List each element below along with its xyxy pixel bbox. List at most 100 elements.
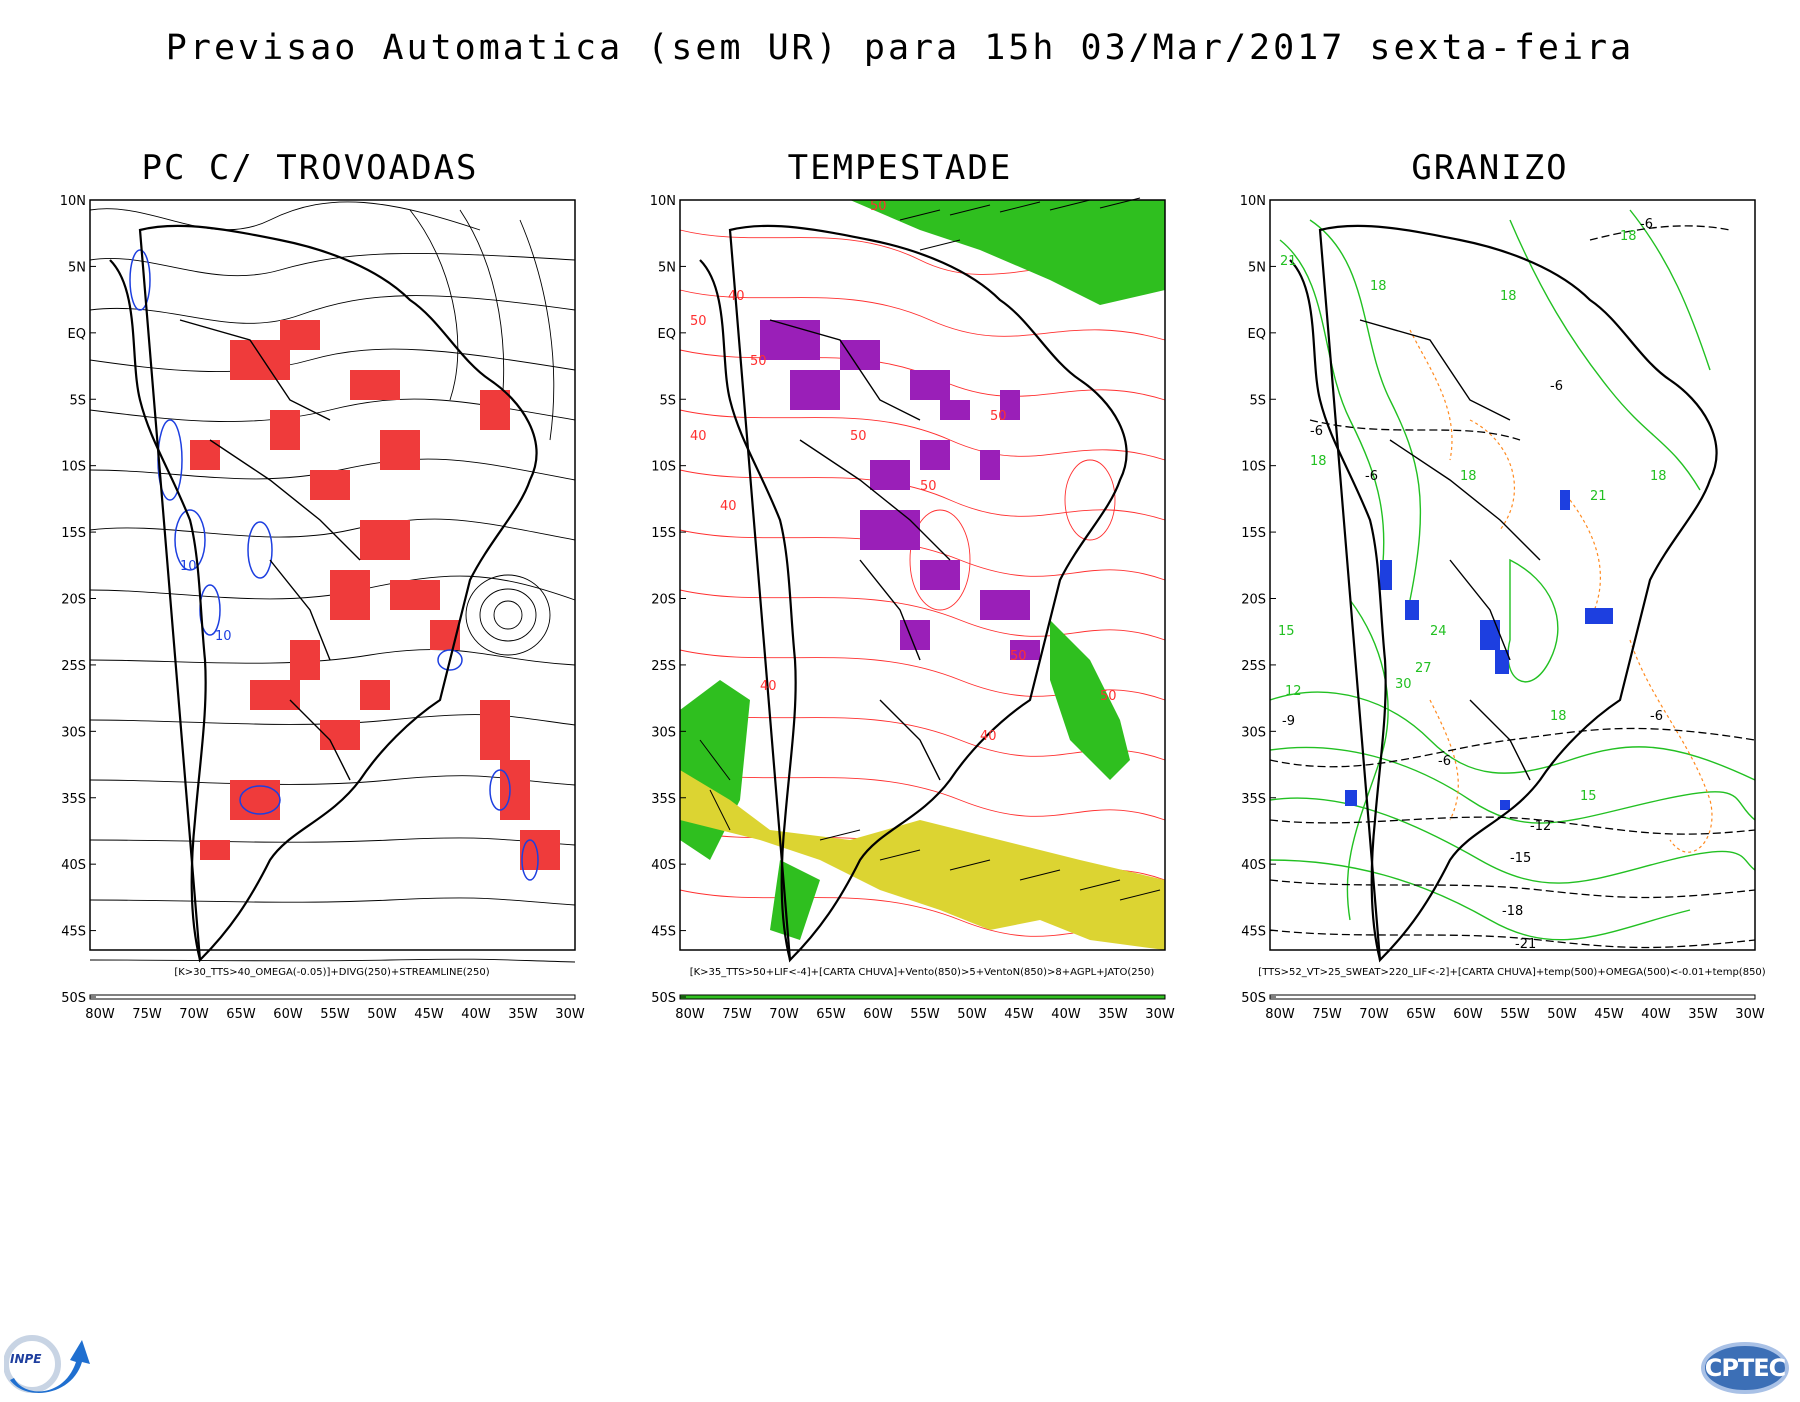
lon-tick-label: 45W bbox=[414, 1007, 444, 1022]
lon-tick-label: 30W bbox=[555, 1007, 585, 1022]
contour-label: -6 bbox=[1365, 469, 1378, 484]
lon-tick-label: 60W bbox=[863, 1007, 893, 1022]
lon-tick-label: 80W bbox=[675, 1007, 705, 1022]
map-frame bbox=[1269, 199, 1756, 951]
cptec-logo: CPTEC bbox=[1700, 1340, 1790, 1395]
lat-tick-label: 5N bbox=[1248, 260, 1266, 275]
coastline bbox=[1289, 224, 1718, 963]
panel-trovoadas: PC C/ TROVOADAS bbox=[30, 140, 590, 1040]
colorbar-strip bbox=[89, 994, 576, 1000]
contour-label: -18 bbox=[1502, 904, 1523, 919]
contour-label: 18 bbox=[1370, 279, 1387, 294]
map-tempestade: 50 40 50 50 40 50 50 40 40 50 50 40 50 [… bbox=[650, 194, 1175, 1022]
lat-tick-label: 10S bbox=[651, 460, 676, 475]
lat-tick-label: 25S bbox=[1241, 659, 1266, 674]
thunderstorm-mask bbox=[190, 320, 560, 870]
panel-tempestade: TEMPESTADE bbox=[620, 140, 1180, 1040]
lat-tick-label: EQ bbox=[658, 327, 676, 342]
lat-tick-label: 10N bbox=[60, 194, 86, 209]
map-granizo: -6 18 21 18 -6 18 -6 18 18 -6 18 21 18 1… bbox=[1240, 194, 1766, 1022]
latitude-axis: 10N 5N EQ 5S 10S 15S 20S 25S 30S 35S 40S 45S 50S bbox=[60, 194, 96, 1006]
lon-tick-label: 65W bbox=[816, 1007, 846, 1022]
granizo-labels: -6 18 21 18 -6 18 -6 18 18 -6 18 21 18 1… bbox=[1278, 217, 1667, 952]
contour-label: 50 bbox=[690, 314, 707, 329]
contour-label: 50 bbox=[750, 354, 767, 369]
contour-label: -15 bbox=[1510, 851, 1531, 866]
lon-tick-label: 65W bbox=[1406, 1007, 1436, 1022]
lat-tick-label: 5S bbox=[69, 393, 86, 408]
contour-label: 21 bbox=[1590, 489, 1607, 504]
contour-label: 50 bbox=[850, 429, 867, 444]
lat-tick-label: 20S bbox=[1241, 593, 1266, 608]
lon-tick-label: 30W bbox=[1145, 1007, 1175, 1022]
divergence-label: 10 bbox=[215, 629, 232, 644]
contour-label: 30 bbox=[1395, 677, 1412, 692]
lat-tick-label: 5N bbox=[68, 260, 86, 275]
contour-label: 12 bbox=[1285, 684, 1302, 699]
lon-tick-label: 75W bbox=[722, 1007, 752, 1022]
lon-tick-label: 55W bbox=[910, 1007, 940, 1022]
lat-tick-label: 50S bbox=[651, 991, 676, 1006]
lat-tick-label: 35S bbox=[61, 792, 86, 807]
contour-label: 50 bbox=[870, 199, 887, 214]
map-frame bbox=[679, 199, 1166, 951]
lat-tick-label: 45S bbox=[1241, 925, 1266, 940]
temp500-contours bbox=[1269, 225, 1756, 949]
colorbar-strip bbox=[679, 994, 1166, 1000]
coastline bbox=[109, 224, 538, 963]
contour-label: 15 bbox=[1580, 789, 1597, 804]
lon-tick-label: 40W bbox=[461, 1007, 491, 1022]
lat-tick-label: 40S bbox=[651, 858, 676, 873]
panel-caption: [TTS>52_VT>25_SWEAT>220_LIF<-2]+[CARTA C… bbox=[1258, 967, 1765, 978]
contour-label: -6 bbox=[1550, 379, 1563, 394]
lon-tick-label: 70W bbox=[1359, 1007, 1389, 1022]
lon-tick-label: 80W bbox=[85, 1007, 115, 1022]
temp850-contours bbox=[1269, 209, 1756, 941]
contour-label: 21 bbox=[1280, 254, 1297, 269]
lat-tick-label: 5S bbox=[1249, 393, 1266, 408]
panel-title-trovoadas: PC C/ TROVOADAS bbox=[141, 148, 479, 188]
panel-title-tempestade: TEMPESTADE bbox=[787, 148, 1013, 188]
lat-tick-label: 30S bbox=[651, 725, 676, 740]
longitude-axis: 80W 75W 70W 65W 60W 55W 50W 45W 40W 35W 30W bbox=[1265, 1007, 1765, 1022]
lat-tick-label: 5S bbox=[659, 393, 676, 408]
lat-tick-label: 5N bbox=[658, 260, 676, 275]
contour-label: 40 bbox=[980, 729, 997, 744]
divergence-contours bbox=[129, 249, 539, 881]
lat-tick-label: 25S bbox=[651, 659, 676, 674]
lon-tick-label: 65W bbox=[226, 1007, 256, 1022]
lon-tick-label: 75W bbox=[132, 1007, 162, 1022]
lon-tick-label: 80W bbox=[1265, 1007, 1295, 1022]
lon-tick-label: 35W bbox=[508, 1007, 538, 1022]
hail-mask bbox=[1345, 490, 1613, 810]
low-level-jet-fill bbox=[680, 770, 1165, 950]
contour-label: 18 bbox=[1620, 229, 1637, 244]
lat-tick-label: 15S bbox=[1241, 526, 1266, 541]
coastline bbox=[699, 224, 1128, 963]
lat-tick-label: 15S bbox=[651, 526, 676, 541]
lat-tick-label: 50S bbox=[61, 991, 86, 1006]
contour-label: -21 bbox=[1515, 937, 1536, 952]
contour-label: 40 bbox=[720, 499, 737, 514]
wind-contours bbox=[679, 229, 1166, 941]
contour-label: -6 bbox=[1640, 217, 1653, 232]
contour-label: 50 bbox=[990, 409, 1007, 424]
map-frame bbox=[89, 199, 576, 951]
contour-label: 50 bbox=[1010, 649, 1027, 664]
panel-title-granizo: GRANIZO bbox=[1411, 148, 1569, 188]
jet-vectors bbox=[699, 197, 1161, 901]
contour-label: -6 bbox=[1650, 709, 1663, 724]
lat-tick-label: 25S bbox=[61, 659, 86, 674]
latitude-axis: 10N 5N EQ 5S 10S 15S 20S 25S 30S 35S 40S 45S 50S bbox=[650, 194, 686, 1006]
panel-caption: [K>35_TTS>50+LIF<-4]+[CARTA CHUVA]+Vento… bbox=[690, 967, 1155, 978]
omega-contours bbox=[1409, 329, 1713, 853]
contour-label: -6 bbox=[1438, 754, 1451, 769]
lon-tick-label: 45W bbox=[1004, 1007, 1034, 1022]
lon-tick-label: 50W bbox=[957, 1007, 987, 1022]
lat-tick-label: 10S bbox=[61, 460, 86, 475]
lon-tick-label: 75W bbox=[1312, 1007, 1342, 1022]
lat-tick-label: 20S bbox=[651, 593, 676, 608]
lat-tick-label: 45S bbox=[651, 925, 676, 940]
contour-label: 40 bbox=[690, 429, 707, 444]
lon-tick-label: 30W bbox=[1735, 1007, 1765, 1022]
